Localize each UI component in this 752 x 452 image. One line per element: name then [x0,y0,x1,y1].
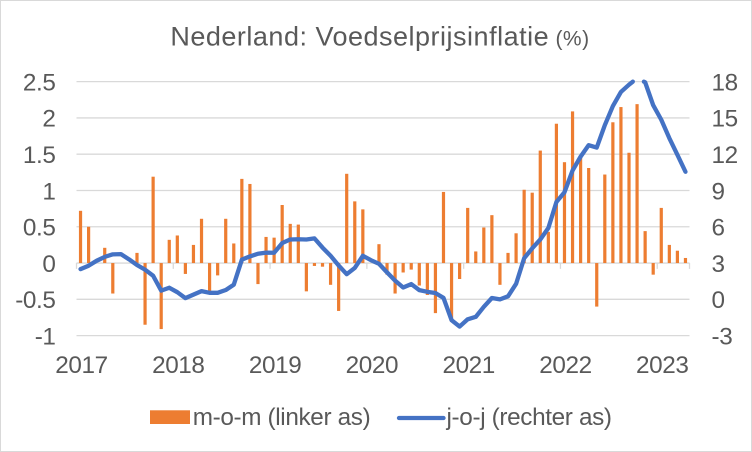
svg-text:15: 15 [712,106,738,133]
svg-text:0: 0 [712,287,725,314]
svg-text:m-o-m (linker as): m-o-m (linker as) [193,404,371,431]
svg-text:6: 6 [712,215,725,242]
svg-text:3: 3 [712,251,725,278]
svg-text:1.5: 1.5 [23,142,56,169]
svg-text:2.5: 2.5 [23,69,56,96]
svg-text:2023: 2023 [636,352,688,379]
svg-text:2022: 2022 [539,352,591,379]
svg-text:0.5: 0.5 [23,215,56,242]
svg-text:18: 18 [712,69,738,96]
svg-text:2019: 2019 [249,352,301,379]
svg-text:-0.5: -0.5 [15,287,55,314]
svg-text:2: 2 [42,106,55,133]
svg-text:2021: 2021 [442,352,494,379]
svg-text:12: 12 [712,142,738,169]
svg-text:2017: 2017 [55,352,107,379]
svg-text:2020: 2020 [346,352,398,379]
svg-text:-1: -1 [35,323,56,350]
svg-text:1: 1 [42,178,55,205]
svg-text:-3: -3 [712,323,733,350]
svg-text:9: 9 [712,178,725,205]
svg-text:2018: 2018 [152,352,204,379]
svg-text:j-o-j (rechter as): j-o-j (rechter as) [446,404,612,431]
svg-text:0: 0 [42,251,55,278]
svg-text:Nederland: Voedselprijsinflati: Nederland: Voedselprijsinflatie (%) [170,22,589,52]
